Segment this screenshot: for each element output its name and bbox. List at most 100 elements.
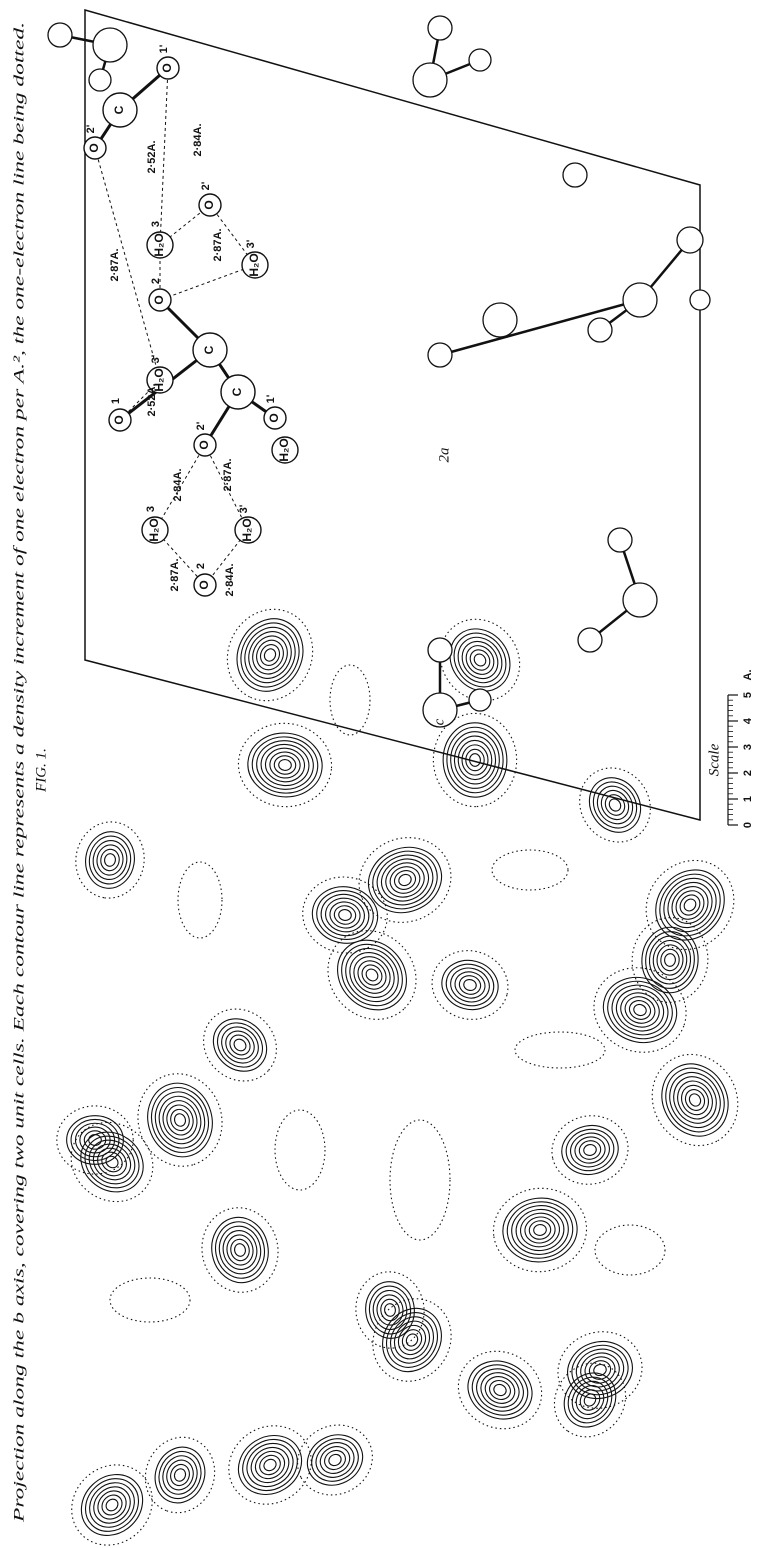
dotted-contour [71, 1464, 153, 1546]
figure-label: FIG. 1. [33, 748, 49, 793]
contour-line [154, 1446, 206, 1504]
contour-line [166, 1459, 194, 1491]
contour-line [677, 1080, 713, 1120]
contour-line [450, 967, 490, 1003]
contour-line [484, 1376, 516, 1404]
atom-symbol: C [202, 345, 216, 354]
contour-line [367, 846, 443, 914]
contour-line [260, 743, 310, 787]
density-peak [457, 1350, 543, 1430]
contour-line [397, 1324, 427, 1356]
atom [198, 193, 222, 217]
contour-line [588, 1360, 612, 1380]
contour-line [680, 1084, 710, 1116]
contour-line [162, 1455, 198, 1495]
contour-line [158, 1095, 202, 1145]
contour-line [457, 739, 493, 781]
atom-symbol: O [152, 295, 166, 304]
contour-line [211, 1216, 269, 1284]
atom [102, 92, 138, 128]
contour-line [225, 1030, 255, 1060]
hydrogen-bond [159, 264, 256, 301]
hydrogen-bond [159, 67, 169, 246]
atom [468, 688, 492, 712]
density-peak [226, 608, 314, 702]
contour-line [320, 893, 370, 937]
atom [427, 637, 453, 663]
dotted-contour [372, 1298, 452, 1382]
contour-line [246, 1442, 294, 1488]
contour-line [389, 866, 421, 894]
contour-line [376, 1294, 404, 1326]
density-peak [71, 1464, 153, 1546]
contour-line [311, 1438, 359, 1482]
contour-line [97, 1147, 127, 1177]
distance-label: 2·84A. [172, 468, 184, 501]
atom [587, 317, 613, 343]
atom-symbol: H₂O [247, 253, 261, 276]
dotted-contour [551, 1115, 629, 1185]
contour-line [345, 947, 399, 1003]
density-peak [551, 1115, 629, 1185]
contour-line [608, 798, 622, 812]
contour-line [338, 909, 352, 921]
contour-line [222, 1230, 258, 1270]
atom [427, 15, 453, 41]
distance-label: 2·87A. [212, 228, 224, 261]
atom-index: 2 [150, 278, 162, 284]
contour-line [571, 1344, 629, 1396]
contour-line [104, 853, 116, 867]
contour-line [244, 626, 296, 684]
contour-line [248, 631, 292, 679]
contour-line [683, 898, 697, 912]
contour-line [372, 1289, 408, 1331]
contour-line [593, 1363, 607, 1377]
atom-symbol: O [160, 63, 174, 72]
dotted-contour [457, 1350, 543, 1430]
contour-line [101, 1494, 123, 1516]
contour-line [316, 890, 374, 940]
dotted-contour [492, 1187, 588, 1273]
dotted-contour [177, 861, 223, 939]
contour-line [226, 1234, 254, 1266]
dotted-contour [327, 930, 417, 1020]
atom [676, 226, 704, 254]
density-peak [327, 930, 417, 1020]
atom-symbol: O [112, 415, 126, 424]
atom-index: 3' [238, 504, 250, 513]
contour-line [380, 1298, 400, 1322]
distance-label: 2·52A. [146, 140, 158, 173]
density-peak [432, 712, 518, 808]
contour-line [97, 1490, 127, 1520]
dotted-contour [329, 664, 371, 736]
contour-line [236, 618, 304, 692]
dotted-contour [237, 722, 333, 808]
atom [141, 516, 169, 544]
contour-line [229, 1034, 251, 1056]
hydrogen-bond [94, 147, 161, 381]
contour-line [242, 1438, 298, 1492]
density-peak [70, 1121, 154, 1203]
contour-line [221, 1026, 259, 1064]
atom [108, 408, 132, 432]
atom [263, 406, 287, 430]
dotted-contour [144, 1436, 216, 1514]
contour-line [611, 984, 669, 1036]
contour-line [341, 943, 403, 1007]
atom [412, 62, 448, 98]
contour-line [624, 996, 656, 1024]
dotted-contour [651, 1053, 739, 1147]
dotted-contour [594, 1224, 666, 1276]
hydrogen-bond [204, 444, 249, 531]
contour-line [578, 1140, 602, 1160]
scale-tick-label: 1 [742, 796, 754, 802]
contour-line [567, 1340, 633, 1400]
dotted-contour [645, 859, 735, 951]
density-peak [203, 1008, 277, 1082]
contour-line [667, 881, 713, 929]
contour-line [652, 939, 688, 981]
atom [146, 231, 174, 259]
contour-line [467, 1360, 533, 1420]
contour-line [488, 1379, 512, 1401]
